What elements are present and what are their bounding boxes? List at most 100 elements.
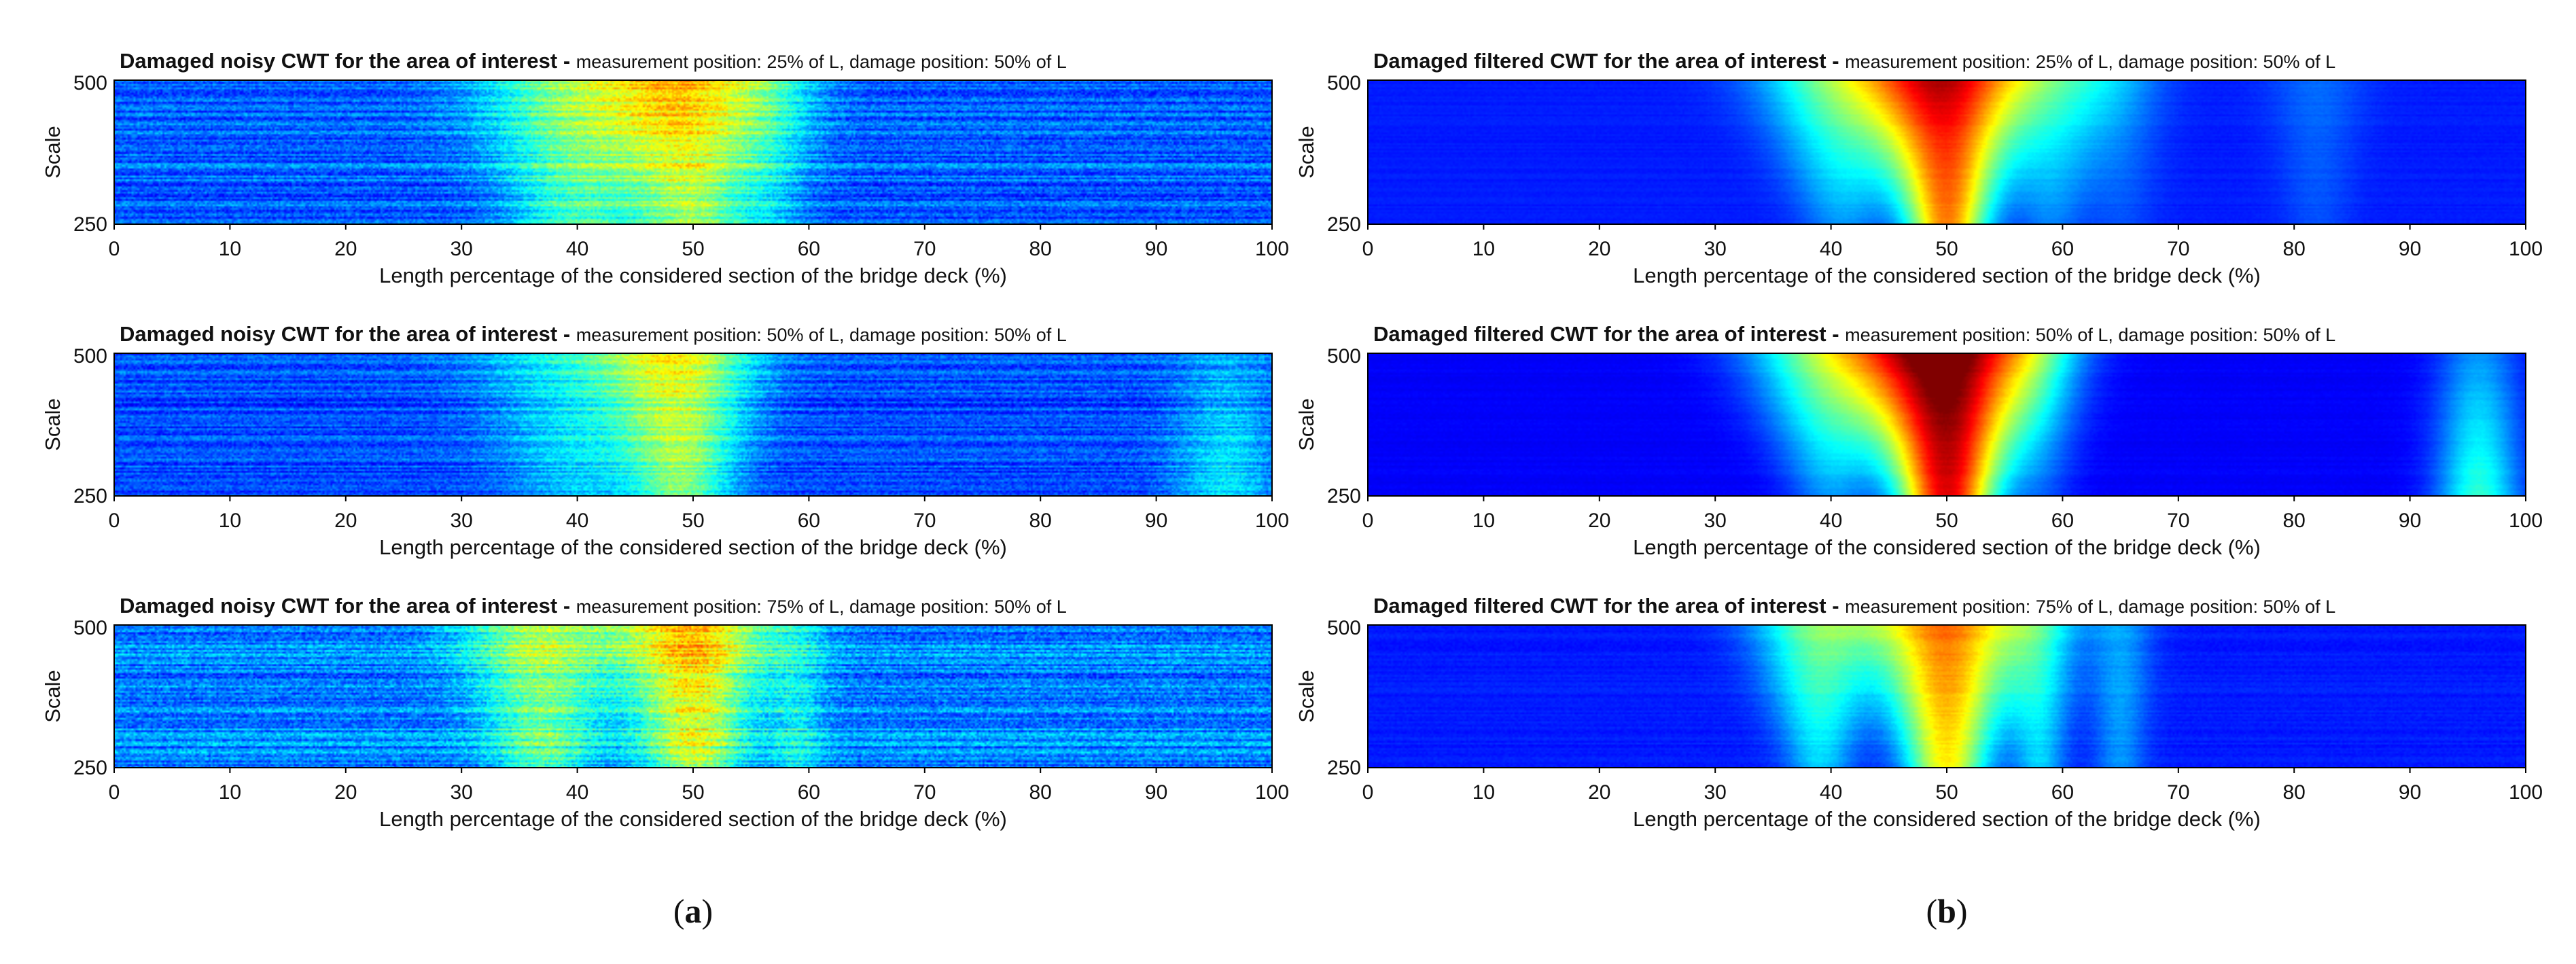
x-tick-label: 50 [682,781,704,804]
x-tick-label: 100 [2509,238,2543,260]
x-tick-label: 0 [109,238,120,260]
x-tick-label: 70 [913,510,936,532]
x-tick-label: 20 [1588,510,1610,532]
x-tick-label: 70 [2167,781,2189,804]
chart-title-main: Damaged noisy CWT for the area of intere… [120,322,576,346]
x-tick-label: 10 [219,510,241,532]
x-tick-label: 30 [451,781,473,804]
x-tick-label: 60 [798,238,820,260]
x-tick-label: 100 [1255,510,1289,532]
y-axis-label: Scale [1294,670,1318,723]
x-tick-label: 0 [1362,781,1374,804]
x-tick-label: 10 [1472,238,1495,260]
chart-title: Damaged noisy CWT for the area of intere… [120,49,1067,73]
x-tick-label: 100 [1255,781,1289,804]
x-tick-label: 10 [219,238,241,260]
x-tick-label: 80 [2283,510,2306,532]
x-tick-label: 10 [1472,510,1495,532]
y-tick-label: 500 [73,617,107,639]
x-tick-label: 20 [1588,238,1610,260]
panel-label-letter: a [685,892,702,930]
y-tick-label: 250 [1327,213,1361,236]
chart-title-detail: measurement position: 25% of L, damage p… [1845,52,2335,72]
x-tick-label: 40 [1820,510,1842,532]
x-tick-label: 100 [1255,238,1289,260]
y-tick-label: 500 [1327,72,1361,94]
x-axis-label: Length percentage of the considered sect… [379,535,1007,559]
chart-title: Damaged filtered CWT for the area of int… [1373,322,2335,346]
chart-title-detail: measurement position: 75% of L, damage p… [1845,596,2335,617]
chart-title-main: Damaged filtered CWT for the area of int… [1373,594,1845,618]
y-tick-label: 250 [73,757,107,779]
x-tick-label: 30 [1704,238,1727,260]
x-tick-label: 60 [798,510,820,532]
y-axis-label: Scale [1294,126,1318,179]
heatmap-image [114,353,1272,496]
y-tick-label: 500 [1327,617,1361,639]
x-tick-label: 80 [2283,238,2306,260]
x-tick-label: 10 [1472,781,1495,804]
heatmap-panel: Damaged filtered CWT for the area of int… [1294,322,2543,559]
y-tick-label: 250 [73,213,107,236]
chart-title-detail: measurement position: 25% of L, damage p… [576,52,1067,72]
heatmap-image [1368,625,2526,768]
panel-label-b: (b) [1926,892,1967,930]
chart-title-detail: measurement position: 50% of L, damage p… [576,325,1067,345]
x-tick-label: 100 [2509,510,2543,532]
x-tick-label: 50 [1935,510,1958,532]
x-tick-label: 20 [334,238,357,260]
x-tick-label: 30 [451,238,473,260]
x-tick-label: 80 [1029,238,1052,260]
y-tick-label: 250 [1327,485,1361,507]
heatmap-panel: Damaged noisy CWT for the area of intere… [41,49,1289,287]
heatmap-image [114,625,1272,768]
y-tick-label: 500 [73,72,107,94]
x-tick-label: 80 [1029,781,1052,804]
y-axis-label: Scale [1294,398,1318,451]
x-tick-label: 90 [1145,510,1167,532]
x-tick-label: 90 [2399,238,2421,260]
x-tick-label: 50 [1935,238,1958,260]
chart-title: Damaged noisy CWT for the area of intere… [120,322,1067,346]
x-tick-label: 60 [798,781,820,804]
chart-title-main: Damaged filtered CWT for the area of int… [1373,322,1845,346]
y-axis-label: Scale [41,126,65,179]
heatmap-image [114,80,1272,224]
x-tick-label: 30 [451,510,473,532]
x-tick-label: 60 [2051,238,2074,260]
x-tick-label: 60 [2051,510,2074,532]
x-axis-label: Length percentage of the considered sect… [379,807,1007,831]
x-tick-label: 20 [334,510,357,532]
x-tick-label: 90 [2399,510,2421,532]
x-tick-label: 40 [566,781,588,804]
panel-label-open: ( [1926,892,1937,930]
chart-title-main: Damaged filtered CWT for the area of int… [1373,49,1845,73]
x-tick-label: 90 [1145,781,1167,804]
heatmap-panel: Damaged noisy CWT for the area of intere… [41,322,1289,559]
heatmap-image [1368,353,2526,496]
x-tick-label: 0 [1362,238,1374,260]
panel-label-a: (a) [673,892,713,930]
y-axis-label: Scale [41,670,65,723]
x-tick-label: 50 [1935,781,1958,804]
x-tick-label: 20 [334,781,357,804]
x-tick-label: 0 [109,510,120,532]
chart-title-main: Damaged noisy CWT for the area of intere… [120,594,576,618]
x-tick-label: 0 [109,781,120,804]
x-tick-label: 0 [1362,510,1374,532]
x-tick-label: 50 [682,510,704,532]
x-tick-label: 40 [566,510,588,532]
x-tick-label: 80 [1029,510,1052,532]
x-tick-label: 40 [566,238,588,260]
x-axis-label: Length percentage of the considered sect… [1633,264,2261,287]
chart-title: Damaged noisy CWT for the area of intere… [120,594,1067,618]
chart-title: Damaged filtered CWT for the area of int… [1373,594,2335,618]
x-tick-label: 70 [2167,238,2189,260]
x-tick-label: 70 [2167,510,2189,532]
panel-label-letter: b [1937,892,1956,930]
chart-title: Damaged filtered CWT for the area of int… [1373,49,2335,73]
x-tick-label: 10 [219,781,241,804]
heatmap-panel: Damaged noisy CWT for the area of intere… [41,594,1289,831]
panel-label-close: ) [1956,892,1968,930]
